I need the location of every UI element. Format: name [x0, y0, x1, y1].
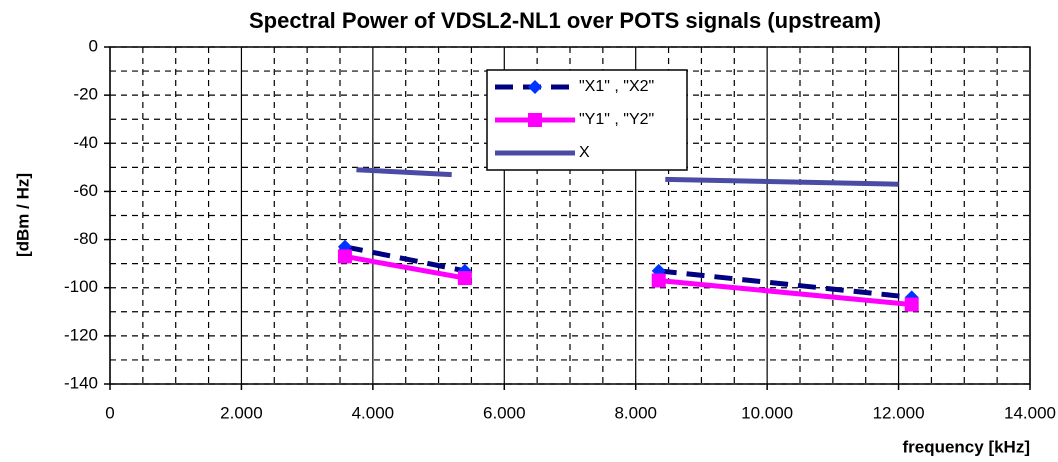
x-tick-label: 4.000	[352, 403, 395, 422]
y-tick-label: -120	[64, 325, 98, 344]
series-line	[344, 253, 912, 308]
data-point	[904, 297, 919, 312]
x-tick-label: 2.000	[220, 403, 263, 422]
x-tick-label: 12.000	[873, 403, 925, 422]
series-line	[356, 167, 899, 187]
data-point	[457, 271, 472, 286]
legend-label: "X1" , "X2"	[579, 78, 654, 95]
x-tick-label: 10.000	[741, 403, 793, 422]
y-axis-label: [dBm / Hz]	[13, 173, 32, 257]
legend-marker	[528, 113, 542, 127]
y-tick-label: -100	[64, 277, 98, 296]
x-tick-label: 8.000	[614, 403, 657, 422]
legend: "X1" , "X2" "Y1" , "Y2" X	[486, 69, 688, 171]
legend-marker	[528, 80, 542, 94]
x-tick-label: 14.000	[1004, 403, 1056, 422]
data-point	[651, 273, 666, 288]
series-line	[344, 244, 912, 300]
y-tick-label: -80	[73, 229, 98, 248]
x-tick-label: 6.000	[483, 403, 526, 422]
x-axis-label: frequency [kHz]	[902, 437, 1030, 456]
y-tick-label: -20	[73, 85, 98, 104]
y-tick-label: -40	[73, 133, 98, 152]
y-tick-label: 0	[89, 36, 98, 55]
data-point	[337, 249, 352, 264]
chart-title: Spectral Power of VDSL2-NL1 over POTS si…	[249, 8, 881, 33]
y-tick-label: -60	[73, 181, 98, 200]
x-tick-label: 0	[105, 403, 114, 422]
y-tick-label: -140	[64, 373, 98, 392]
plot-frame	[109, 46, 1031, 385]
legend-label: "Y1" , "Y2"	[579, 111, 654, 128]
legend-label: X	[579, 144, 590, 161]
